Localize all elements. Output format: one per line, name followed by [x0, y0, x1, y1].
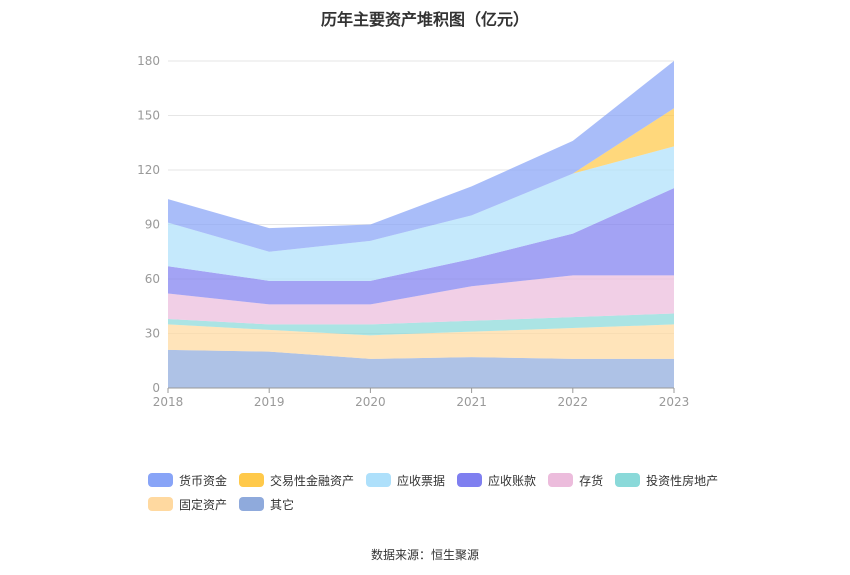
- legend-item[interactable]: 交易性金融资产: [239, 472, 354, 488]
- legend-item[interactable]: 投资性房地产: [615, 472, 718, 488]
- y-tick-label: 90: [145, 218, 160, 232]
- x-tick-label: 2022: [558, 395, 589, 409]
- legend-label: 存货: [579, 473, 604, 488]
- legend-item[interactable]: 其它: [239, 496, 294, 512]
- legend-label: 应收账款: [488, 473, 537, 488]
- x-tick-label: 2021: [456, 395, 487, 409]
- legend-swatch: [148, 473, 173, 487]
- x-tick-label: 2019: [254, 395, 285, 409]
- legend-swatch: [548, 473, 574, 487]
- area-series-1: [168, 324, 674, 359]
- legend-swatch: [457, 473, 483, 487]
- legend-swatch: [615, 473, 641, 487]
- legend-swatch: [239, 497, 265, 511]
- area-series: [168, 61, 674, 388]
- area-series-4: [168, 188, 674, 305]
- legend-label: 交易性金融资产: [270, 473, 355, 488]
- area-series-7: [168, 61, 674, 252]
- axes: 0 30 60 90 120 150 180 2018 2019 2020 2021 2022 2023: [137, 54, 689, 409]
- area-series-3: [168, 275, 674, 325]
- legend-item[interactable]: 应收账款: [457, 472, 536, 488]
- area-series-5: [168, 146, 674, 281]
- legend-swatch: [366, 473, 392, 487]
- legend-label: 固定资产: [179, 497, 228, 512]
- chart-title: 历年主要资产堆积图（亿元）: [320, 10, 529, 29]
- legend-label: 货币资金: [179, 473, 228, 488]
- y-tick-label: 180: [137, 54, 160, 68]
- legend-item[interactable]: 固定资产: [148, 496, 227, 512]
- y-tick-label: 0: [152, 381, 160, 395]
- legend-label: 应收票据: [397, 473, 446, 488]
- legend-item[interactable]: 存货: [548, 472, 603, 488]
- legend-label: 投资性房地产: [646, 473, 719, 488]
- legend-item[interactable]: 应收票据: [366, 472, 445, 488]
- y-tick-label: 30: [145, 327, 160, 341]
- legend-item[interactable]: 货币资金: [148, 472, 227, 488]
- x-tick-label: 2018: [153, 395, 184, 409]
- legend-label: 其它: [270, 497, 295, 512]
- legend-swatch: [239, 473, 265, 487]
- data-source-note: 数据来源：恒生聚源: [370, 548, 479, 562]
- area-series-2: [168, 313, 674, 336]
- y-tick-label: 60: [145, 272, 160, 286]
- stacked-area-chart: 0 30 60 90 120 150 180 2018 2019 2020 2021 2022 2023: [137, 54, 689, 409]
- legend-swatch: [148, 497, 173, 511]
- legend: 货币资金 交易性金融资产 应收票据 应收账款 存货 投资性房地产固定资产 其它: [148, 472, 748, 512]
- x-tick-label: 2023: [659, 395, 690, 409]
- x-tick-label: 2020: [355, 395, 386, 409]
- area-series-0: [168, 349, 674, 388]
- y-tick-label: 150: [137, 109, 160, 123]
- y-tick-label: 120: [137, 163, 160, 177]
